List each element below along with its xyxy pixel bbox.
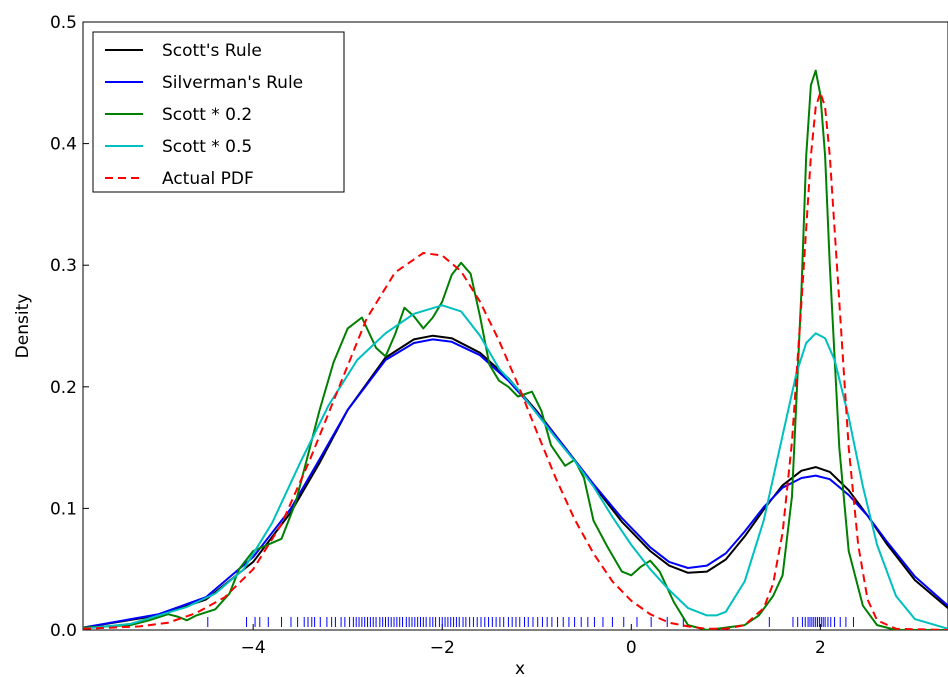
y-tick-label: 0.1 [50, 499, 77, 519]
y-tick-label: 0.0 [50, 621, 77, 641]
series-line-2 [83, 69, 948, 630]
legend-label: Scott * 0.5 [162, 137, 252, 157]
legend: Scott's Rule Silverman's Rule Scott * 0.2 S… [92, 31, 345, 193]
legend-label: Actual PDF [162, 169, 254, 189]
x-tick-label: −4 [241, 638, 266, 658]
y-axis-label: Density [13, 294, 33, 359]
x-axis-label: x [515, 659, 525, 677]
series-line-3 [83, 304, 948, 630]
y-tick-label: 0.2 [50, 378, 77, 398]
x-tick-label: −2 [430, 638, 455, 658]
y-tick-label: 0.3 [50, 256, 77, 276]
legend-label: Silverman's Rule [162, 73, 303, 93]
x-tick-label: 2 [815, 638, 826, 658]
series-line-0 [83, 334, 948, 629]
series-line-4 [83, 91, 948, 630]
legend-label: Scott * 0.2 [162, 105, 252, 125]
rug-plot [207, 617, 854, 627]
series-line-1 [83, 338, 948, 629]
x-tick-label: 0 [626, 638, 637, 658]
y-tick-label: 0.5 [50, 13, 77, 33]
y-tick-label: 0.4 [50, 135, 77, 155]
legend-box [92, 31, 345, 193]
legend-label: Scott's Rule [162, 41, 262, 61]
plot-frame [82, 21, 948, 631]
